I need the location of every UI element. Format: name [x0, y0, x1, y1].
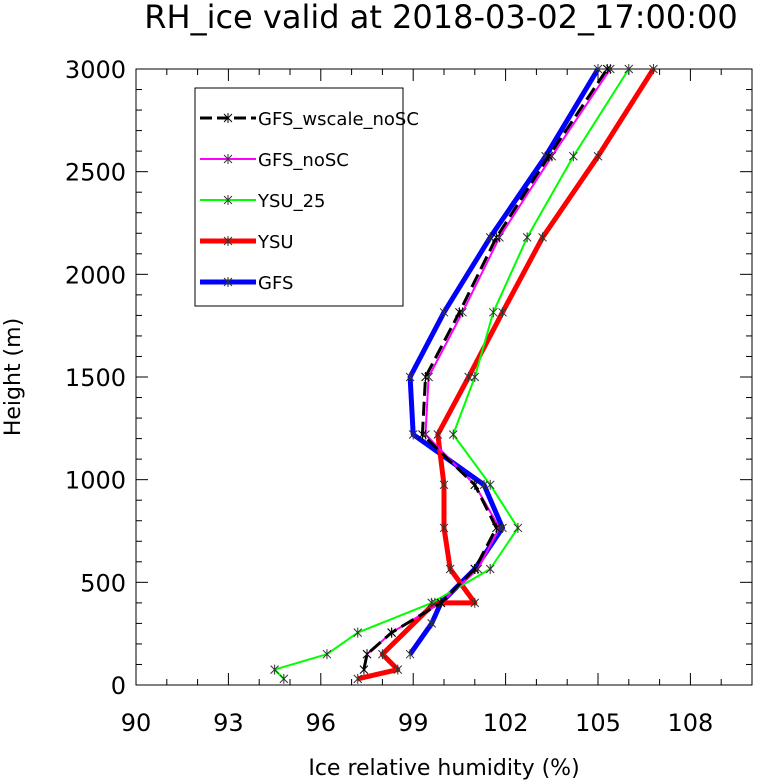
data-point-gfs-wscale-nosc: [470, 563, 480, 574]
y-tick-label: 2500: [65, 159, 126, 187]
legend-label-ysu: YSU: [257, 232, 294, 253]
data-point-gfs-wscale-nosc: [492, 232, 501, 243]
x-tick-label: 90: [121, 709, 152, 737]
legend: GFS_wscale_noSC GFS_noSC YSU_25 YSU GFS: [194, 87, 419, 307]
data-point-gfs-wscale-nosc: [418, 429, 427, 440]
data-point-gfs-wscale-nosc: [359, 664, 369, 675]
data-point-gfs-wscale-nosc: [602, 64, 612, 74]
data-point-ysu: [439, 479, 449, 490]
data-point-ysu-25: [522, 232, 532, 243]
y-tick-label: 2000: [65, 261, 126, 289]
legend-marker-ysu: [223, 236, 233, 246]
legend-marker-ysu-25: [223, 195, 233, 205]
x-tick-label: 108: [667, 709, 713, 737]
legend-marker-gfs-wscale-nosc: [223, 113, 233, 123]
data-point-gfs-wscale-nosc: [387, 627, 396, 638]
legend-marker-gfs-nosc: [223, 154, 233, 164]
x-tick-label: 96: [306, 709, 337, 737]
x-tick-label: 105: [575, 709, 621, 737]
x-axis: 90 93 96 99 102 105 108: [121, 69, 753, 737]
data-point-gfs-wscale-nosc: [362, 649, 372, 660]
data-point-gfs: [408, 429, 418, 440]
chart-title: RH_ice valid at 2018-03-02_17:00:00: [144, 0, 737, 36]
data-point-ysu-25: [470, 372, 480, 382]
data-point-ysu-25: [322, 649, 332, 660]
data-point-gfs-wscale-nosc: [421, 372, 430, 382]
data-point-gfs-wscale-nosc: [455, 307, 464, 318]
series-layer: [270, 64, 658, 684]
data-point-ysu: [593, 151, 603, 162]
data-point-gfs-wscale-nosc: [470, 479, 480, 490]
data-point-ysu-25: [485, 563, 495, 574]
legend-label-gfs-wscale-nosc: GFS_wscale_noSC: [258, 109, 419, 130]
data-point-gfs-wscale-nosc: [436, 597, 446, 608]
x-axis-label: Ice relative humidity (%): [308, 756, 579, 781]
data-point-ysu: [538, 232, 547, 243]
y-tick-label: 1000: [65, 467, 126, 495]
data-point-ysu-25: [448, 429, 458, 440]
y-axis: 0 500 1000 1500 2000 2500 3000: [65, 56, 752, 700]
data-point-ysu-25: [624, 64, 634, 74]
data-point-gfs: [593, 64, 603, 74]
data-point-gfs: [485, 232, 495, 243]
y-axis-label: Height (m): [1, 318, 26, 436]
data-point-gfs: [405, 649, 415, 660]
data-point-ysu-25: [270, 664, 279, 675]
data-point-gfs: [405, 372, 415, 382]
data-point-ysu: [445, 563, 455, 574]
x-tick-label: 93: [213, 709, 244, 737]
y-tick-label: 500: [80, 569, 126, 597]
data-point-gfs-wscale-nosc: [492, 522, 501, 533]
x-tick-label: 99: [398, 709, 429, 737]
legend-label-ysu-25: YSU_25: [257, 191, 326, 212]
legend-box: [194, 87, 404, 307]
legend-label-gfs: GFS: [258, 273, 293, 294]
data-point-ysu: [393, 664, 403, 675]
data-point-ysu-25: [569, 151, 578, 162]
y-tick-label: 3000: [65, 56, 126, 84]
legend-label-gfs-nosc: GFS_noSC: [258, 150, 349, 171]
data-point-ysu-25: [427, 597, 437, 608]
data-point-ysu-25: [513, 522, 523, 533]
data-point-ysu: [439, 522, 449, 533]
data-point-ysu: [353, 673, 363, 684]
data-point-ysu-25: [488, 307, 498, 318]
data-point-gfs: [427, 618, 437, 629]
data-point-ysu-25: [353, 627, 363, 638]
series-line-gfs: [407, 67, 601, 656]
y-tick-label: 1500: [65, 364, 126, 392]
data-point-ysu: [378, 649, 387, 660]
y-tick-label: 0: [111, 672, 126, 700]
series-line-ysu: [357, 67, 656, 682]
data-point-ysu: [464, 372, 473, 382]
data-point-gfs: [439, 307, 449, 318]
legend-marker-gfs: [223, 277, 233, 287]
data-point-gfs: [479, 479, 489, 490]
data-point-ysu: [433, 429, 443, 440]
series-line-ysu-25: [273, 68, 630, 680]
data-point-ysu-25: [485, 479, 495, 490]
data-point-ysu: [649, 64, 658, 74]
data-point-ysu: [470, 597, 480, 608]
data-point-ysu-25: [279, 673, 289, 684]
data-point-gfs-wscale-nosc: [544, 151, 554, 162]
data-point-ysu: [498, 307, 507, 318]
x-tick-label: 102: [483, 709, 529, 737]
